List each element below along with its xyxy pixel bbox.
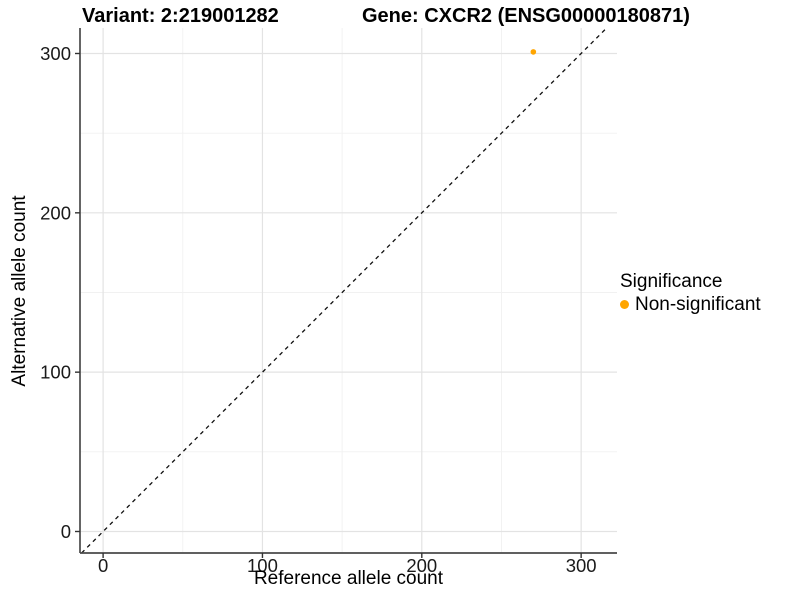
legend-item-label: Non-significant (635, 294, 761, 315)
y-tick-label: 0 (61, 521, 71, 542)
legend-item-non-significant: Non-significant (620, 294, 798, 315)
identity-line (81, 27, 608, 554)
x-tick-label: 0 (98, 555, 108, 576)
data-point (530, 49, 537, 55)
plot-title-variant: Variant: 2:219001282 (82, 5, 279, 27)
x-tick-label: 100 (247, 555, 278, 576)
legend-title: Significance (620, 271, 723, 292)
legend-point-icon (620, 300, 629, 309)
legend: Significance Non-significant (620, 271, 798, 315)
x-tick-label: 200 (406, 555, 437, 576)
y-tick-label: 100 (40, 362, 71, 383)
y-tick-label: 200 (40, 202, 71, 223)
y-tick-label: 300 (40, 43, 71, 64)
x-axis-title: Reference allele count (253, 568, 444, 589)
x-tick-label: 300 (566, 555, 597, 576)
plot-title-gene: Gene: CXCR2 (ENSG00000180871) (362, 5, 690, 27)
y-axis-title: Alternative allele count (9, 195, 30, 387)
